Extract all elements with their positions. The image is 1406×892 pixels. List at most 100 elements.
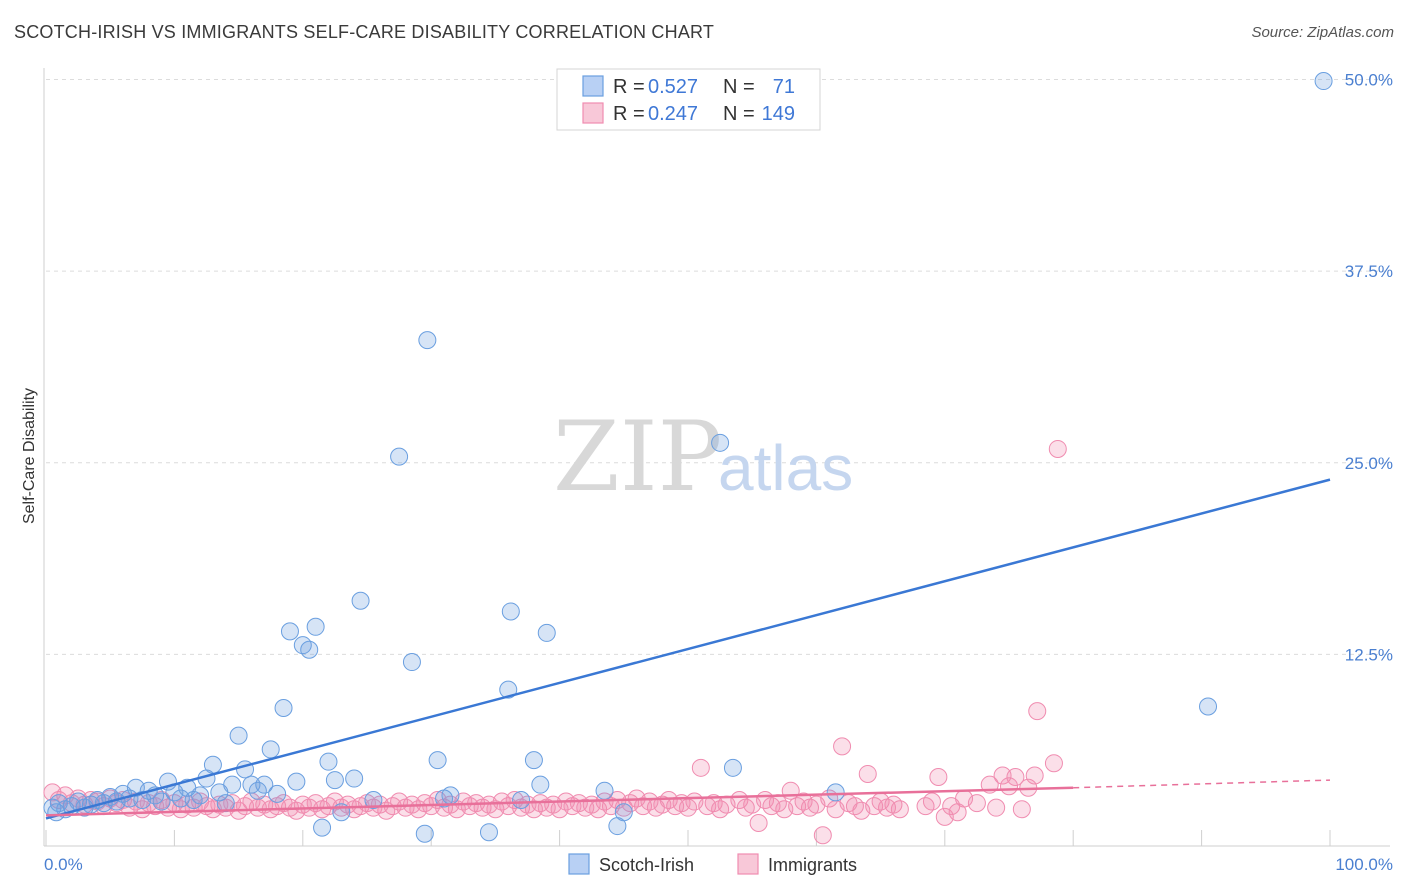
source-label: Source: ZipAtlas.com <box>1251 24 1394 41</box>
scotch-irish-point-66 <box>614 803 633 822</box>
scotch-irish-points <box>43 72 1333 843</box>
bottom-legend: Scotch-Irish Immigrants <box>568 853 857 875</box>
axes <box>43 68 1390 847</box>
scotch-irish-point-69 <box>826 783 845 802</box>
scotch-irish-trend-line <box>45 478 1331 820</box>
scotch-irish-point-42 <box>306 617 325 636</box>
y-tick-labels: 12.5% 25.0% 37.5% 50.0% <box>1345 71 1393 665</box>
scotch-irish-point-60 <box>512 791 531 810</box>
immigrants-point-134 <box>929 768 948 787</box>
scotch-irish-point-36 <box>268 784 287 803</box>
scotch-irish-point-57 <box>479 823 498 842</box>
x-tick-label-0: 0.0% <box>44 855 83 874</box>
immigrants-trend-line <box>45 786 1074 817</box>
scotch-irish-point-45 <box>325 771 344 790</box>
scotch-irish-point-23 <box>184 791 203 810</box>
watermark-atlas: atlas <box>718 432 853 504</box>
scotch-irish-point-52 <box>415 824 434 843</box>
scotch-irish-point-47 <box>345 769 364 788</box>
immigrants-point-119 <box>813 826 832 845</box>
immigrants-point-141 <box>987 798 1006 817</box>
chart-title: SCOTCH-IRISH VS IMMIGRANTS SELF-CARE DIS… <box>14 22 715 42</box>
immigrants-point-133 <box>922 792 941 811</box>
immigrants-point-74 <box>518 795 537 814</box>
legend-n-value-1: 71 <box>773 76 795 98</box>
immigrants-point-46 <box>338 795 357 814</box>
legend-r-value-1: 0.527 <box>648 76 698 98</box>
x-tick-labels: 0.0% 100.0% <box>44 855 1393 874</box>
scotch-irish-point-18 <box>152 792 171 811</box>
scotch-irish-point-62 <box>531 775 550 794</box>
watermark-zip: ZIP <box>553 401 722 513</box>
immigrants-point-148 <box>1028 702 1047 721</box>
scotch-irish-point-38 <box>280 622 299 641</box>
scotch-irish-point-48 <box>351 591 370 610</box>
legend-top: R = 0.527 N = 71 R = 0.247 N = 149 <box>556 68 821 131</box>
immigrants-point-145 <box>1012 800 1031 819</box>
scotch-irish-point-68 <box>723 758 742 777</box>
scotch-irish-point-54 <box>428 751 447 770</box>
scotch-irish-point-56 <box>441 786 460 805</box>
scotch-irish-point-59 <box>501 602 520 621</box>
legend-n-label-2: N = <box>723 103 755 125</box>
immigrants-point-101 <box>691 758 710 777</box>
immigrants-point-130 <box>884 795 903 814</box>
scotch-irish-point-70 <box>1314 72 1333 91</box>
y-axis-label: Self-Care Disability <box>21 388 38 524</box>
immigrants-point-132 <box>916 797 935 816</box>
legend-r-label-2: R = <box>613 103 645 125</box>
scotch-irish-point-40 <box>293 636 312 655</box>
scotch-irish-point-39 <box>287 772 306 791</box>
scotch-irish-point-35 <box>261 740 280 759</box>
legend-swatch-immigrants <box>582 102 604 124</box>
scotch-irish-point-51 <box>402 653 421 672</box>
scotch-irish-point-44 <box>319 752 338 771</box>
scotch-irish-point-63 <box>537 623 556 642</box>
immigrants-point-122 <box>833 737 852 756</box>
scotch-irish-point-34 <box>255 775 274 794</box>
scotch-irish-point-26 <box>203 755 222 774</box>
scotch-irish-point-28 <box>216 794 235 813</box>
scotch-irish-point-29 <box>223 775 242 794</box>
y-tick-label-2: 37.5% <box>1345 262 1393 281</box>
immigrants-point-147 <box>1025 766 1044 785</box>
immigrants-point-82 <box>569 794 588 813</box>
grid-lines <box>46 79 1390 655</box>
immigrants-trend-extension <box>1073 779 1331 789</box>
scotch-irish-point-49 <box>364 791 383 810</box>
y-tick-label-3: 50.0% <box>1345 71 1393 90</box>
bottom-legend-swatch-scotch-irish <box>568 853 590 875</box>
scotch-irish-point-43 <box>313 818 332 837</box>
scotch-irish-point-24 <box>191 786 210 805</box>
immigrants-point-115 <box>788 797 807 816</box>
scotch-irish-point-53 <box>418 331 437 350</box>
y-tick-label-1: 25.0% <box>1345 454 1393 473</box>
scotch-irish-point-41 <box>300 640 319 659</box>
legend-r-value-2: 0.247 <box>648 103 698 125</box>
immigrants-point-95 <box>653 795 672 814</box>
bottom-legend-swatch-immigrants <box>737 853 759 875</box>
scotch-irish-point-58 <box>499 680 518 699</box>
immigrants-point-20 <box>171 800 190 819</box>
legend-n-label-1: N = <box>723 76 755 98</box>
y-tick-label-0: 12.5% <box>1345 645 1393 664</box>
immigrants-point-139 <box>967 794 986 813</box>
scotch-irish-point-21 <box>171 789 190 808</box>
legend-swatch-scotch-irish <box>582 75 604 97</box>
immigrants-point-109 <box>749 814 768 833</box>
scotch-irish-point-50 <box>390 447 409 466</box>
bottom-legend-scotch-irish: Scotch-Irish <box>599 855 694 875</box>
immigrants-point-144 <box>1006 768 1025 787</box>
legend-n-value-2: 149 <box>762 103 795 125</box>
immigrants-point-150 <box>1048 439 1067 458</box>
scotch-irish-point-61 <box>524 751 543 770</box>
immigrants-point-92 <box>634 797 653 816</box>
x-tick-label-1: 100.0% <box>1335 855 1393 874</box>
scotch-irish-point-71 <box>1199 697 1218 716</box>
immigrants-point-124 <box>845 797 864 816</box>
bottom-legend-immigrants: Immigrants <box>768 855 857 875</box>
immigrants-point-104 <box>711 800 730 819</box>
immigrants-point-127 <box>865 797 884 816</box>
immigrants-point-70 <box>492 792 511 811</box>
